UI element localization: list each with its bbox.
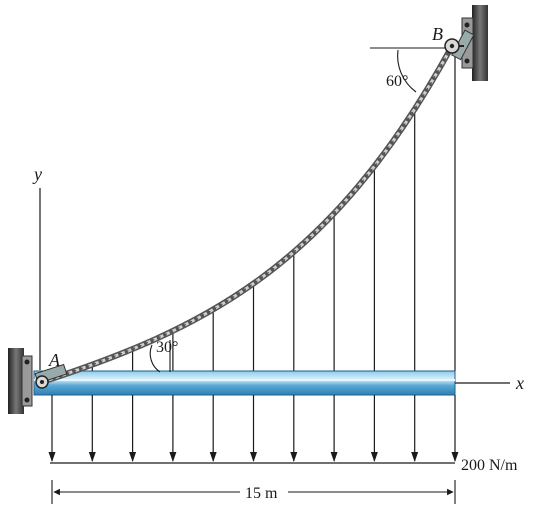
angle-a-indicator	[149, 340, 171, 373]
load-arrowhead	[411, 452, 419, 462]
x-axis-label: x	[515, 373, 524, 393]
angle-b-indicator	[370, 47, 446, 93]
load-arrowhead	[209, 452, 217, 462]
load-label: 200 N/m	[461, 457, 518, 474]
pin-b	[444, 29, 475, 61]
left-wall-support	[8, 348, 33, 414]
load-arrowhead	[250, 452, 257, 462]
hanger-rods	[91, 46, 456, 371]
load-arrowhead	[451, 452, 459, 462]
point-b-label: B	[432, 24, 443, 44]
span-dimension	[51, 480, 456, 504]
load-arrowhead	[370, 452, 378, 462]
load-arrowhead	[88, 452, 96, 462]
beam	[33, 370, 456, 396]
angle-b-label: 60°	[386, 73, 408, 90]
load-arrowhead	[330, 452, 338, 462]
span-label: 15 m	[245, 485, 278, 502]
y-axis-label: y	[32, 164, 42, 184]
load-arrowhead	[48, 452, 56, 462]
point-a-label: A	[48, 350, 61, 370]
load-arrowhead	[290, 452, 298, 462]
pin-a	[34, 363, 68, 389]
load-arrowhead	[169, 452, 177, 462]
cable	[41, 44, 455, 385]
load-arrowhead	[129, 452, 137, 462]
angle-a-label: 30°	[156, 339, 178, 356]
distributed-load	[48, 395, 459, 462]
